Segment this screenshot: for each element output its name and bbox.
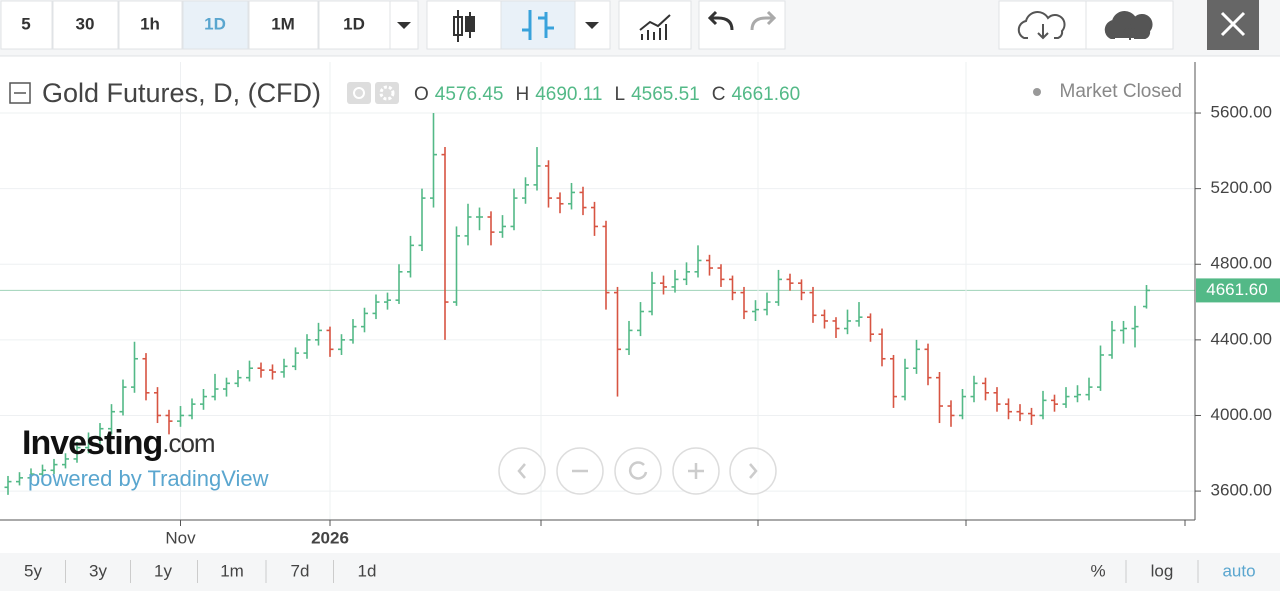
bars-group [4,113,1150,495]
interval-label[interactable]: 5 [21,14,30,33]
legend-value: 4576.45 [435,84,504,105]
brand: Investing [22,424,162,462]
gear-icon [379,85,395,101]
legend-key: L [614,84,625,105]
market-status: Market Closed [1060,81,1183,102]
bars-button[interactable] [500,0,576,50]
indicators-icon [639,14,671,40]
style-dropdown[interactable] [574,0,611,50]
nav-buttons [498,447,777,495]
undo-icon[interactable] [707,10,734,31]
axis-group: 3600.00 4000.00 4400.00 4800.00 5200.00 5600.… [165,103,1280,547]
log-toggle[interactable]: log [1151,561,1174,580]
range-button[interactable]: 1m [220,561,244,580]
interval-label[interactable]: 1D [343,14,365,33]
scroll-right[interactable] [729,447,777,495]
interval-group: 5 30 1h 1D 1M 1D [0,0,391,50]
range-button[interactable]: 3y [89,561,107,580]
interval-button[interactable] [318,0,391,50]
range-button[interactable]: 7d [291,561,310,580]
legend-value: 4565.51 [631,84,700,105]
legend-key: C [712,84,726,105]
range-group: 5y 3y 1y 1m 7d 1d [24,560,376,583]
y-tick-label: 5600.00 [1211,103,1272,122]
legend-key: O [414,84,429,105]
interval-button[interactable] [0,0,53,50]
redo-icon[interactable] [750,10,777,31]
legend-value: 4690.11 [535,84,602,105]
x-tick-label: 2026 [311,528,349,547]
range-button[interactable]: 5y [24,561,42,580]
collapse-button[interactable] [9,82,31,104]
watermark-powered: powered by TradingView [28,466,269,491]
footer [0,553,1280,591]
nav-icons [517,461,758,480]
range-button[interactable]: 1y [154,561,172,580]
dropdown-arrow [397,22,411,29]
last-price-tag [1196,278,1280,303]
undo-redo[interactable] [698,0,786,50]
x-tick-label: Nov [165,528,196,547]
range-button[interactable]: 1d [358,561,377,580]
interval-label[interactable]: 1D [204,14,226,33]
dropdown-arrow [585,22,599,29]
interval-button[interactable] [248,0,319,50]
legend-value: 4661.60 [731,84,800,105]
candles-icon [453,10,475,42]
cloud-upload-icon [1104,11,1153,40]
status-dot [1033,88,1041,96]
chart-title: Gold Futures, D, (CFD) [42,78,321,108]
interval-button[interactable] [52,0,119,50]
eye-icon [353,87,365,99]
settings-button[interactable] [375,82,399,104]
bars-icon [522,10,554,40]
y-tick-label: 4400.00 [1211,329,1272,348]
cloud-download-icon [1017,11,1066,40]
auto-toggle[interactable]: auto [1222,561,1255,580]
grid-group [0,62,1195,520]
y-tick-label: 5200.00 [1211,178,1272,197]
y-tick-label: 4800.00 [1211,254,1272,273]
visibility-button[interactable] [347,82,371,104]
legend-key: H [515,84,529,105]
y-tick-label: 3600.00 [1211,481,1272,500]
brand-domain: .com [162,428,214,458]
last-price-label: 4661.60 [1206,280,1267,299]
reset[interactable] [614,447,662,495]
y-tick-label: 4000.00 [1211,405,1272,424]
watermark-brand: Investing.com [22,424,215,462]
ohlc-legend: O 4576.45 H 4690.11 L 4565.51 C 4661.60 [414,84,800,105]
scroll-left[interactable] [498,447,546,495]
interval-button[interactable] [182,0,249,50]
interval-button[interactable] [118,0,183,50]
close-icon [1220,11,1246,37]
percent-toggle[interactable]: % [1090,561,1105,580]
interval-label[interactable]: 1h [140,14,160,33]
interval-label[interactable]: 30 [76,14,95,33]
candles-button[interactable] [426,0,502,50]
interval-label[interactable]: 1M [271,14,295,33]
